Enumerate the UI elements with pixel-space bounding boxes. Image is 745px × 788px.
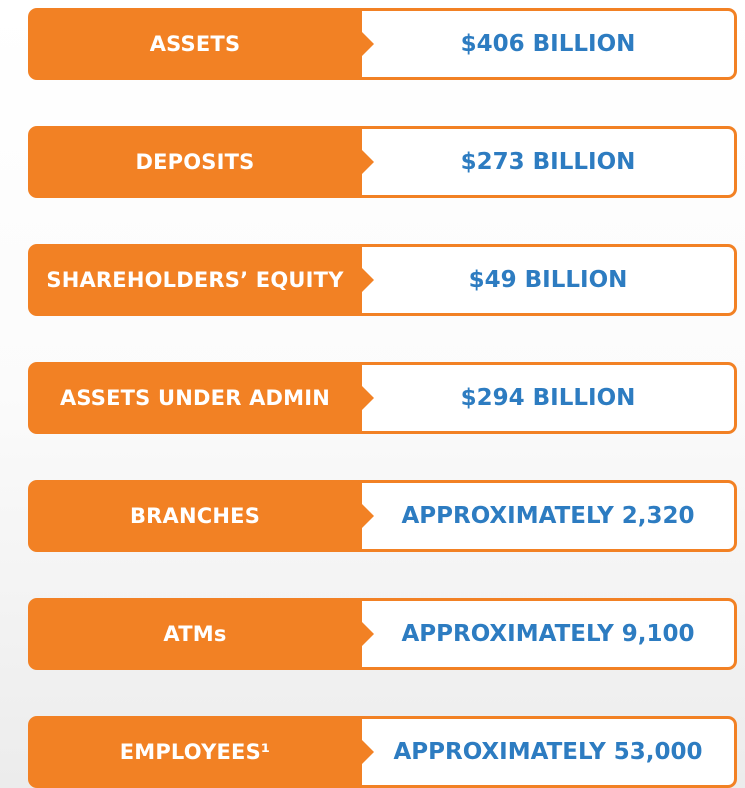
stat-value: $49 BILLION bbox=[362, 244, 737, 316]
stat-value: $294 BILLION bbox=[362, 362, 737, 434]
stat-label: BRANCHES bbox=[28, 480, 374, 552]
stat-label: ATMs bbox=[28, 598, 374, 670]
stat-row: SHAREHOLDERS’ EQUITY $49 BILLION bbox=[28, 244, 740, 316]
stat-label: ASSETS bbox=[28, 8, 374, 80]
stat-value: $273 BILLION bbox=[362, 126, 737, 198]
stat-value: APPROXIMATELY 53,000 bbox=[362, 716, 737, 788]
stat-value: APPROXIMATELY 9,100 bbox=[362, 598, 737, 670]
stat-row: ASSETS $406 BILLION bbox=[28, 8, 740, 80]
stat-row: ATMs APPROXIMATELY 9,100 bbox=[28, 598, 740, 670]
stat-value: APPROXIMATELY 2,320 bbox=[362, 480, 737, 552]
stat-label: SHAREHOLDERS’ EQUITY bbox=[28, 244, 374, 316]
stat-label: ASSETS UNDER ADMIN bbox=[28, 362, 374, 434]
stat-row: BRANCHES APPROXIMATELY 2,320 bbox=[28, 480, 740, 552]
stat-value: $406 BILLION bbox=[362, 8, 737, 80]
stat-row: ASSETS UNDER ADMIN $294 BILLION bbox=[28, 362, 740, 434]
stat-row: EMPLOYEES¹ APPROXIMATELY 53,000 bbox=[28, 716, 740, 788]
stat-label: EMPLOYEES¹ bbox=[28, 716, 374, 788]
stat-label: DEPOSITS bbox=[28, 126, 374, 198]
stat-row: DEPOSITS $273 BILLION bbox=[28, 126, 740, 198]
